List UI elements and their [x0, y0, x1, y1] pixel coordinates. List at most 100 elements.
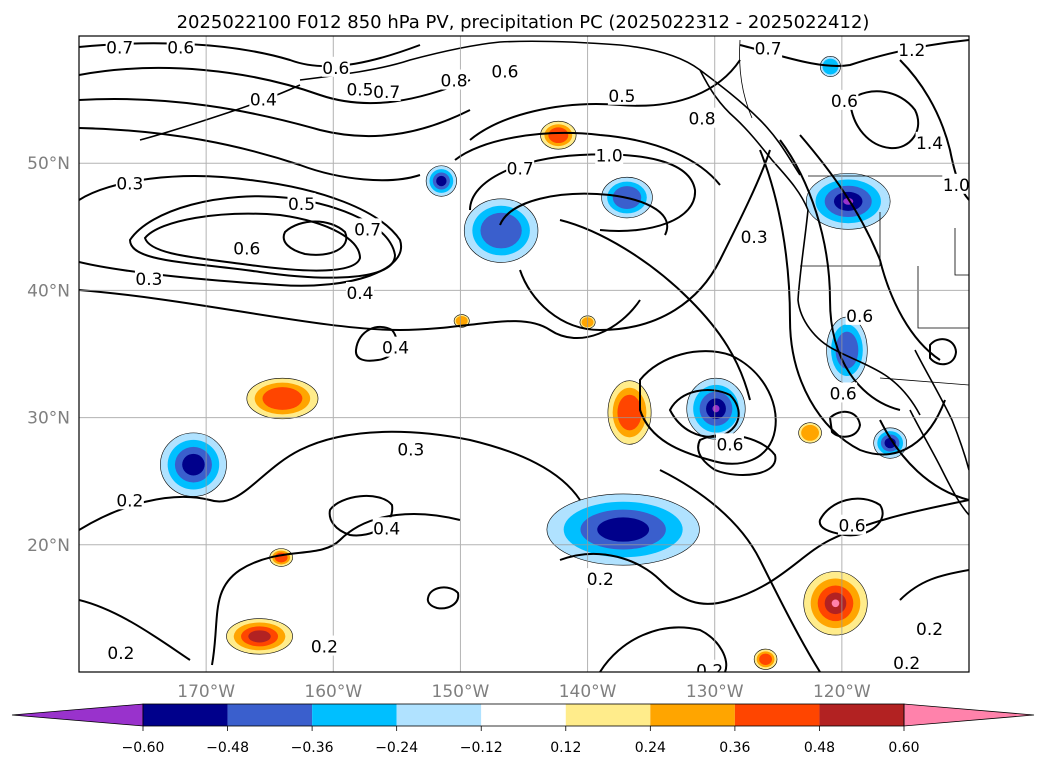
pv-contour-label: 0.5: [346, 80, 373, 100]
colorbar-tick-label: −0.24: [375, 740, 418, 756]
contour-label-bg: [829, 382, 858, 403]
pv-contour-label: 0.4: [346, 284, 373, 304]
contour-label-bg: [345, 281, 374, 302]
pv-contour-line: [848, 90, 920, 150]
contour-label-bg: [892, 652, 921, 672]
precip-feature-subtropical-band: [546, 493, 700, 566]
pv-contour-label: 0.7: [106, 38, 133, 58]
colorbar-segment: [819, 704, 904, 726]
pv-contour-line: [282, 220, 348, 256]
pv-contour-label: 0.4: [250, 91, 277, 111]
contour-label-bg: [166, 36, 195, 57]
colorbar-outline: [142, 703, 905, 727]
contour-label-bg: [715, 433, 744, 454]
pv-contour-label: 1.0: [596, 147, 623, 167]
pv-contour-label: 0.3: [397, 440, 424, 460]
pv-contour-label: 0.4: [373, 519, 400, 539]
pv-contour-label: 0.6: [716, 435, 743, 455]
colorbar-tick-label: −0.48: [206, 740, 249, 756]
y-tick-label: 30°N: [27, 409, 70, 429]
pv-contour-label: 0.8: [441, 72, 468, 92]
contour-label-bg: [310, 635, 339, 656]
precip-contour-fill: [262, 387, 303, 410]
pv-contour-label: 0.2: [893, 654, 920, 674]
precip-contour-fill: [455, 315, 468, 326]
border-us-mexico: [879, 377, 969, 386]
pv-contour-label: 0.3: [116, 175, 143, 195]
y-tick-labels: 50°N 40°N 30°N 20°N: [27, 154, 70, 556]
colorbar-tick-label: −0.12: [460, 740, 503, 756]
pv-contour-label: 0.4: [382, 339, 409, 359]
x-tick-label: 130°W: [686, 682, 744, 702]
pv-contour-line: [929, 338, 958, 366]
pv-contour-label: 0.6: [839, 517, 866, 537]
contour-label-bg: [586, 568, 615, 589]
colorbar: −0.60 −0.48 −0.36 −0.24 −0.12 0.12 0.24 0.36 0.4…: [11, 703, 1035, 756]
pv-contour-label: 0.6: [167, 38, 194, 58]
contour-label-bg: [381, 336, 410, 357]
pv-contour-label: 0.7: [373, 83, 400, 103]
contour-label-bg: [490, 60, 519, 81]
contour-label-bg: [695, 659, 724, 672]
colorbar-tick-label: 0.60: [888, 740, 919, 756]
colorbar-extend-min: [11, 703, 144, 727]
precip-feature-hawaii-west: [160, 432, 227, 497]
precip-feature-aleutian-east: [425, 165, 457, 197]
contour-label-bg: [287, 192, 316, 213]
colorbar-tick-label: 0.36: [719, 740, 750, 756]
pv-contour-label: 0.2: [696, 662, 723, 682]
contour-label-bg: [232, 237, 261, 258]
border-state-4: [954, 228, 969, 276]
pv-contour-label: 0.6: [233, 239, 260, 259]
pv-contour-label: 0.7: [507, 159, 534, 179]
pv-contour-label: 1.0: [943, 176, 970, 196]
pv-contour-line: [779, 139, 901, 411]
x-tick-label: 160°W: [304, 682, 362, 702]
colorbar-segment: [650, 704, 735, 726]
pv-contour-line: [659, 469, 821, 672]
precip-contour-fill: [759, 653, 772, 665]
x-tick-labels: 170°W 160°W 150°W 140°W 130°W 120°W: [177, 682, 871, 702]
contour-label-bg: [372, 517, 401, 538]
colorbar-segment: [734, 704, 820, 726]
pv-contour-label: 0.2: [587, 570, 614, 590]
border-alaska-canada: [739, 39, 753, 119]
pv-contour-line: [128, 195, 397, 279]
contour-label-bg: [440, 69, 469, 90]
pv-contour-label: 0.6: [491, 63, 518, 83]
coastline-aleutians: [139, 84, 301, 141]
precip-contour-fill: [480, 212, 522, 249]
pv-contour-label: 0.6: [322, 59, 349, 79]
contour-label-bg: [607, 84, 636, 105]
pv-contour-label: 0.3: [741, 228, 768, 248]
border-layer: [739, 39, 969, 386]
precip-contour-fill: [831, 599, 840, 608]
precip-feature-offshore-low: [686, 377, 746, 440]
precip-feature-central-small-1: [453, 314, 470, 328]
precip-contour-fill: [548, 127, 569, 144]
colorbar-segment: [396, 704, 482, 726]
pv-contour-line: [211, 513, 461, 666]
map-content: 0.7 0.60.60.50.4 0.70.8 0.60.50.7 1.20.61.41…: [79, 36, 970, 682]
pv-contour-line: [79, 98, 471, 138]
precip-contour-fill: [182, 453, 205, 476]
pv-contour-line: [469, 153, 697, 232]
contour-label-bg: [915, 617, 944, 638]
coastline-alaska: [299, 40, 801, 176]
x-tick-label: 140°W: [559, 682, 617, 702]
colorbar-extend-max: [903, 703, 1035, 727]
colorbar-tick-label: −0.36: [291, 740, 334, 756]
coastline-bc: [699, 69, 809, 211]
pv-contour-layer: [79, 39, 969, 672]
pv-contour-line: [426, 586, 460, 610]
contour-label-bg: [396, 438, 425, 459]
colorbar-tick-label: −0.60: [122, 740, 165, 756]
contour-label-bg: [830, 89, 859, 110]
pv-contour-label: 1.2: [898, 41, 925, 61]
coastline-us-west: [797, 209, 921, 416]
pv-contour-line: [79, 599, 191, 661]
contour-label-bg: [942, 173, 969, 194]
contour-label-bg: [345, 78, 374, 99]
colorbar-segment: [227, 704, 313, 726]
